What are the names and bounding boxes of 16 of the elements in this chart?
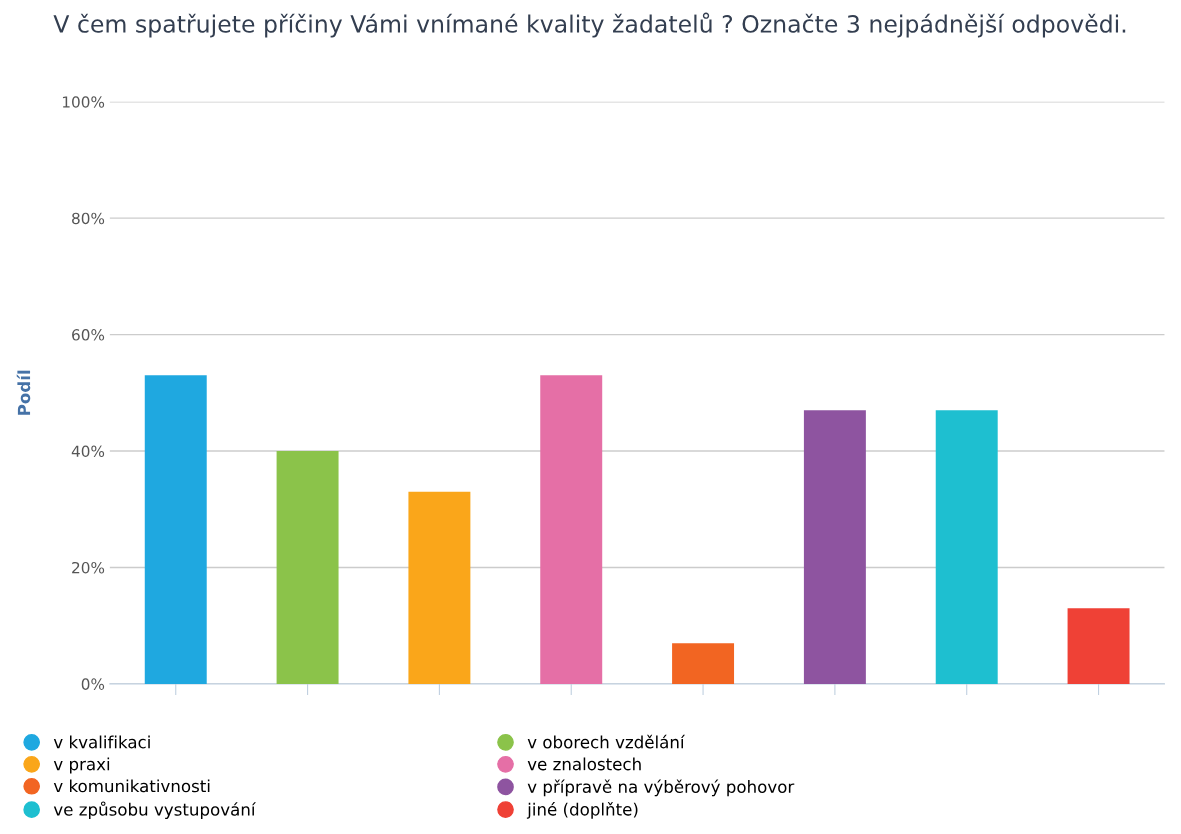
legend-label: v komunikativnosti xyxy=(53,779,210,793)
legend-label: v praxi xyxy=(53,757,110,774)
y-tick-label: 80% xyxy=(72,212,105,225)
y-tick-label: 20% xyxy=(72,561,105,574)
y-tick-label: 100% xyxy=(62,96,105,108)
y-tick-label: 40% xyxy=(71,445,105,458)
legend-label: ve způsobu vystupování xyxy=(53,801,256,819)
chart-title: V čem spatřujete příčiny Vámi vnímané kvality žadatelů ? Označte 3 nejpádnější odpovědi. xyxy=(53,12,1126,38)
y-tick-label: 0% xyxy=(81,678,105,690)
legend-label: v přípravě na výběrový pohovor xyxy=(527,779,795,797)
y-axis-title: Podíl xyxy=(16,370,31,415)
y-tick-label: 60% xyxy=(72,329,105,341)
legend-label: jiné (doplňte) xyxy=(526,802,638,819)
legend-label: v kvalifikaci xyxy=(53,735,150,749)
legend-label: v oborech vzdělání xyxy=(527,734,685,749)
legend-label: ve znalostech xyxy=(527,757,641,771)
